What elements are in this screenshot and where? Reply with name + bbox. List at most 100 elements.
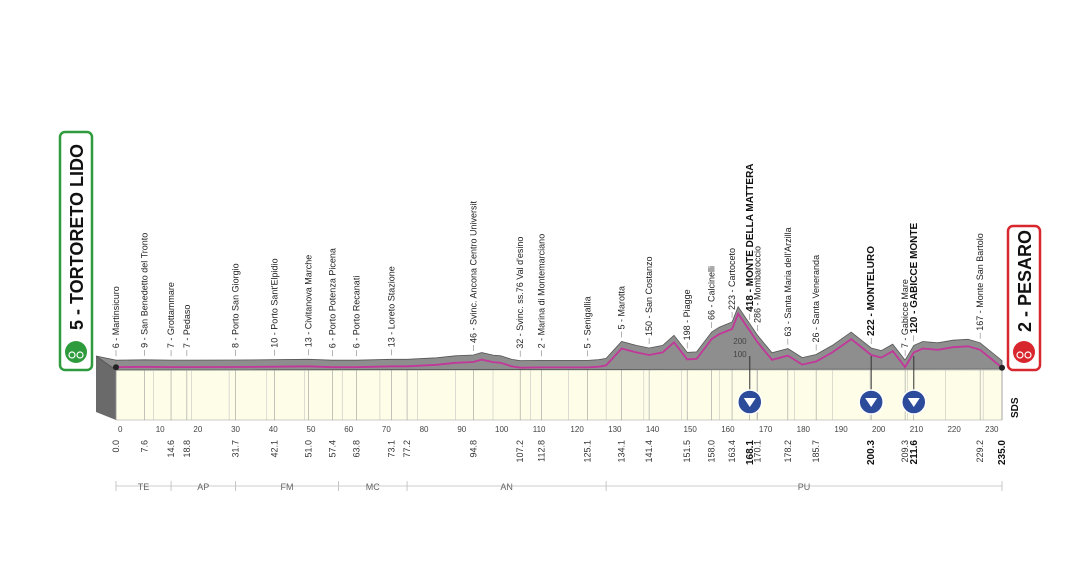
route-line	[115, 311, 1003, 369]
km-tick-label: 30	[231, 425, 240, 434]
gpm-arrow-icon	[743, 398, 756, 407]
waypoint-label: 46 - Svinc. Ancona Centro Universit	[468, 200, 478, 343]
waypoint-label: 7 - Gabicce Mare	[900, 279, 910, 348]
waypoint-km-label: 200.3	[866, 440, 877, 465]
altitude-tick: 100	[733, 350, 747, 359]
waypoint-km-label: 185.7	[811, 440, 821, 463]
sds-logo: SDS	[1010, 397, 1021, 418]
waypoint-km-label: 151.5	[682, 440, 692, 463]
waypoint-label: 6 - Porto Recanati	[352, 276, 362, 349]
waypoint-label: 2 - Marina di Montemarciano	[536, 234, 546, 349]
waypoint-label: 5 - Senigallia	[583, 296, 593, 348]
waypoint-label: 120 - GABICCE MONTE	[909, 222, 920, 333]
waypoint-km-label: 42.1	[270, 440, 280, 458]
waypoint-km-label: 14.6	[166, 440, 176, 458]
waypoint-label: 223 - Cartoceto	[727, 248, 737, 310]
waypoint-label: 63 - Santa Maria dell'Arzilla	[783, 227, 793, 336]
waypoint-label: 418 - MONTE DELLA MATTERA	[745, 163, 756, 311]
altitude-tick: 200	[733, 337, 747, 346]
start-city-label: 5 - TORTORETO LIDO	[67, 144, 87, 330]
km-tick-label: 170	[759, 425, 773, 434]
province-label: FM	[280, 482, 293, 492]
waypoint-label: 6 - Porto Potenza Picena	[327, 248, 337, 348]
km-tick-label: 110	[533, 425, 546, 434]
waypoint-km-label: 107.2	[515, 440, 525, 463]
km-tick-label: 130	[608, 425, 622, 434]
waypoint-label: 150 - San Costanzo	[644, 256, 654, 336]
km-tick-label: 50	[307, 425, 316, 434]
waypoint-km-label: 57.4	[327, 440, 337, 458]
km-tick-label: 220	[947, 425, 961, 434]
waypoint-label: 286 - Mombaroccio	[752, 246, 762, 323]
waypoint-km-label: 0.0	[111, 440, 121, 453]
km-tick-label: 20	[193, 425, 202, 434]
waypoint-label: 13 - Civitanova Marche	[303, 255, 313, 348]
waypoint-label: 26 - Santa Veneranda	[811, 255, 821, 343]
start-city-frame	[58, 130, 94, 372]
km-grid: 0 10 20 30 40 50 60 70 80 90 100 110 120 130 140 150 160…	[115, 370, 999, 434]
waypoint-label: 198 - Piagge	[682, 289, 692, 340]
finish-dot	[999, 364, 1005, 371]
waypoint-km-label: 178.2	[783, 440, 793, 463]
bike-wheel-icon	[1016, 351, 1024, 359]
km-tick-label: 230	[985, 425, 999, 434]
km-tick-label: 140	[646, 425, 660, 434]
bike-wheel-icon	[76, 351, 84, 359]
waypoint-label: 222 - MONTELURO	[866, 246, 877, 336]
waypoint-label: 5 - Marotta	[617, 286, 627, 330]
waypoint-label: 66 - Calcinelli	[707, 266, 717, 320]
waypoint-km-label: 211.6	[909, 440, 920, 465]
waypoint-label: 167 - Monte San Bartolo	[975, 233, 985, 331]
province-label: MC	[366, 482, 380, 492]
waypoint-km-label: 170.1	[752, 440, 762, 463]
km-tick-label: 160	[721, 425, 735, 434]
start-city-box: 5 - TORTORETO LIDO	[58, 130, 94, 372]
waypoint-km-label: 112.8	[536, 440, 546, 462]
km-tick-label: 150	[684, 425, 698, 434]
finish-jersey-icon	[1013, 341, 1035, 363]
km-tick-label: 80	[420, 425, 429, 434]
waypoint-label: 13 - Loreto Stazione	[387, 266, 397, 347]
km-tick-label: 40	[269, 425, 278, 434]
waypoint-km-label: 7.6	[140, 440, 150, 453]
waypoint-km-label: 18.8	[182, 440, 192, 458]
bike-wheel-icon	[68, 351, 76, 359]
waypoint-km-label: 51.0	[303, 440, 313, 458]
finish-city-frame	[1006, 224, 1042, 372]
gpm-arrow-icon	[865, 398, 878, 407]
waypoint-label: 7 - Grottammare	[166, 282, 176, 348]
waypoint-label: 8 - Porto San Giorgio	[231, 263, 241, 348]
km-tick-label: 70	[382, 425, 391, 434]
profile-left-side	[96, 356, 116, 420]
finish-city-label: 2 - PESARO	[1015, 230, 1035, 332]
waypoints: 6 - Martinsicuro 0.0 9 - San Benedetto del…	[111, 163, 1008, 465]
km-tick-label: 200	[872, 425, 886, 434]
waypoint-km-label: 77.2	[402, 440, 412, 458]
waypoint-km-label: 235.0	[997, 440, 1008, 465]
waypoint-km-label: 125.1	[583, 440, 593, 463]
waypoint-km-label: 229.2	[975, 440, 985, 463]
km-tick-label: 90	[457, 425, 466, 434]
waypoint-label: 7 - Pedaso	[182, 305, 192, 349]
waypoint-km-label: 209.3	[900, 440, 910, 463]
province-label: AP	[197, 482, 209, 492]
relief-area	[95, 305, 1003, 371]
start-jersey-icon	[65, 341, 87, 363]
waypoint-km-label: 94.8	[468, 440, 478, 458]
finish-city-box: 2 - PESARO	[1006, 224, 1042, 372]
start-dot	[113, 364, 119, 371]
km-tick-label: 60	[344, 425, 353, 434]
waypoint-km-label: 63.8	[352, 440, 362, 458]
waypoint-label: 10 - Porto Sant'Elpidio	[270, 258, 280, 347]
km-tick-label: 190	[834, 425, 848, 434]
km-tick-label: 210	[910, 425, 924, 434]
waypoint-km-label: 141.4	[644, 440, 654, 463]
waypoint-label: 9 - San Benedetto del Tronto	[140, 233, 150, 348]
waypoint-km-label: 163.4	[727, 440, 737, 463]
province-bar: TE AP FM MC AN PU	[115, 481, 1003, 492]
km-tick-label: 120	[570, 425, 584, 434]
waypoint-km-label: 158.0	[707, 440, 717, 463]
province-label: PU	[798, 482, 811, 492]
